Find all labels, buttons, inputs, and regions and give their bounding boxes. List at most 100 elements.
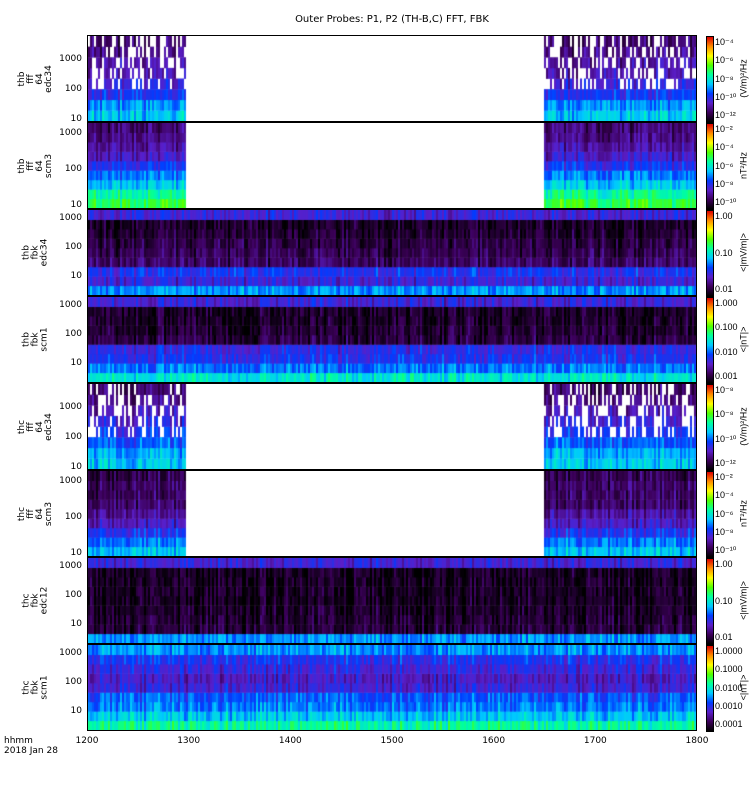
y-tick-label: 10	[70, 618, 82, 629]
colorbar-tick-label: 10⁻⁸	[715, 73, 734, 84]
panel-label: thb fbk scm1	[22, 310, 50, 370]
colorbar	[706, 384, 714, 471]
colorbar-tick-label: 10⁻¹⁰	[715, 433, 737, 444]
colorbar-tick-label: 0.001	[715, 371, 738, 381]
panel-label-line: scm1	[39, 327, 50, 352]
y-tick-label: 10	[70, 114, 82, 125]
colorbar-tick-label: 10⁻¹²	[715, 458, 736, 468]
panel-label: thb fff 64 scm3	[17, 136, 54, 196]
colorbar-tick-label: 0.010	[715, 346, 738, 357]
x-label-date: 2018 Jan 28	[4, 746, 58, 756]
x-tick-label: 1600	[482, 736, 506, 746]
spectrogram-image	[88, 210, 696, 295]
panel-label: thb fbk edc34	[22, 223, 50, 283]
spectrogram-panel-2	[87, 122, 697, 209]
colorbar-tick-label: 10⁻²	[715, 124, 733, 134]
colorbar-unit: <|mV/m|>	[738, 233, 749, 272]
y-tick-label: 10	[70, 270, 82, 281]
colorbar	[706, 36, 714, 123]
x-tick-label: 1400	[278, 736, 302, 746]
spectrogram-image	[88, 558, 696, 643]
y-tick-label: 10	[70, 705, 82, 716]
y-tick-label: 1000	[59, 475, 82, 486]
x-tick-label: 1700	[583, 736, 607, 746]
colorbar-tick-label: 0.10	[715, 595, 733, 606]
x-tick-label: 1300	[177, 736, 201, 746]
spectrogram-panel-8	[87, 644, 697, 731]
spectrogram-panel-4	[87, 296, 697, 383]
colorbar-unit: <|nT|>	[738, 674, 749, 701]
colorbar	[706, 645, 714, 732]
x-tick-label: 1500	[380, 736, 404, 746]
colorbar-tick-label: 10⁻⁴	[715, 37, 734, 47]
panel-label: thc fff 64 edc34	[17, 397, 54, 457]
y-tick-label: 100	[64, 589, 82, 600]
y-tick-label: 100	[64, 512, 82, 523]
colorbar-unit: <|mV/m|>	[738, 581, 749, 620]
colorbar-tick-label: 10⁻¹⁰	[715, 91, 737, 102]
colorbar	[706, 123, 714, 210]
colorbar	[706, 558, 714, 645]
spectrogram-image	[88, 297, 696, 382]
y-tick-label: 100	[64, 431, 82, 442]
y-tick-label: 100	[64, 241, 82, 252]
panel-label-line: scm3	[44, 501, 54, 526]
panel-label: thc fbk scm1	[22, 658, 50, 718]
panel-label-line: edc12	[39, 586, 50, 615]
x-tick-label: 1200	[75, 736, 99, 746]
y-tick-label: 1000	[59, 53, 82, 64]
colorbar-unit: <|nT|>	[738, 326, 749, 353]
colorbar-unit: (V/m)²/Hz	[738, 59, 749, 98]
y-tick-label: 100	[64, 328, 82, 339]
y-tick-label: 10	[70, 357, 82, 368]
colorbar	[706, 471, 714, 558]
colorbar-tick-label: 10⁻⁶	[715, 160, 734, 171]
panel-label: thb fff 64 edc34	[17, 49, 54, 109]
x-label-format: hhmm	[4, 736, 33, 746]
spectrogram-panel-1	[87, 35, 697, 122]
spectrogram-panel-5	[87, 383, 697, 470]
spectrogram-panel-3	[87, 209, 697, 296]
colorbar-tick-label: 0.0100	[715, 682, 743, 693]
panel-label-line: scm3	[44, 153, 54, 178]
panel-label-line: edc34	[44, 412, 54, 441]
colorbar-tick-label: 10⁻¹⁰	[715, 197, 737, 207]
spectrogram-image	[88, 36, 696, 121]
y-tick-label: 1000	[59, 127, 82, 138]
colorbar-tick-label: 10⁻²	[715, 472, 733, 482]
colorbar-tick-label: 10⁻⁶	[715, 55, 734, 66]
y-tick-label: 10	[70, 200, 82, 211]
colorbar-tick-label: 10⁻⁴	[715, 142, 734, 153]
colorbar-unit: nT²/Hz	[738, 500, 749, 527]
colorbar-tick-label: 1.00	[715, 211, 733, 221]
spectrogram-panel-6	[87, 470, 697, 557]
colorbar-tick-label: 1.000	[715, 298, 738, 308]
spectrogram-panel-7	[87, 557, 697, 644]
colorbar-tick-label: 10⁻⁸	[715, 526, 734, 537]
panel-label-line: edc34	[44, 64, 54, 93]
spectrogram-image	[88, 471, 696, 556]
colorbar-tick-label: 0.0010	[715, 700, 743, 711]
colorbar-unit: nT²/Hz	[738, 152, 749, 179]
y-tick-label: 1000	[59, 560, 82, 571]
y-tick-label: 10	[70, 548, 82, 559]
colorbar-tick-label: 0.01	[715, 632, 733, 642]
spectrogram-image	[88, 123, 696, 208]
colorbar-unit: (V/m)²/Hz	[738, 407, 749, 446]
spectrogram-image	[88, 645, 696, 730]
colorbar-tick-label: 0.100	[715, 322, 738, 333]
panel-label: thc fff 64 scm3	[17, 484, 54, 544]
panel-label-line: scm1	[39, 675, 50, 700]
chart-title: Outer Probes: P1, P2 (TH-B,C) FFT, FBK	[295, 14, 489, 25]
colorbar-tick-label: 10⁻¹⁰	[715, 545, 737, 555]
colorbar-tick-label: 10⁻⁴	[715, 490, 734, 501]
colorbar-tick-label: 0.0001	[715, 719, 743, 729]
panel-label: thc fbk edc12	[22, 571, 50, 631]
y-tick-label: 10	[70, 462, 82, 473]
colorbar	[706, 210, 714, 297]
colorbar-tick-label: 10⁻⁸	[715, 178, 734, 189]
colorbar-tick-label: 10⁻⁸	[715, 385, 734, 395]
y-tick-label: 100	[64, 164, 82, 175]
y-tick-label: 100	[64, 83, 82, 94]
colorbar-tick-label: 0.1000	[715, 664, 743, 675]
